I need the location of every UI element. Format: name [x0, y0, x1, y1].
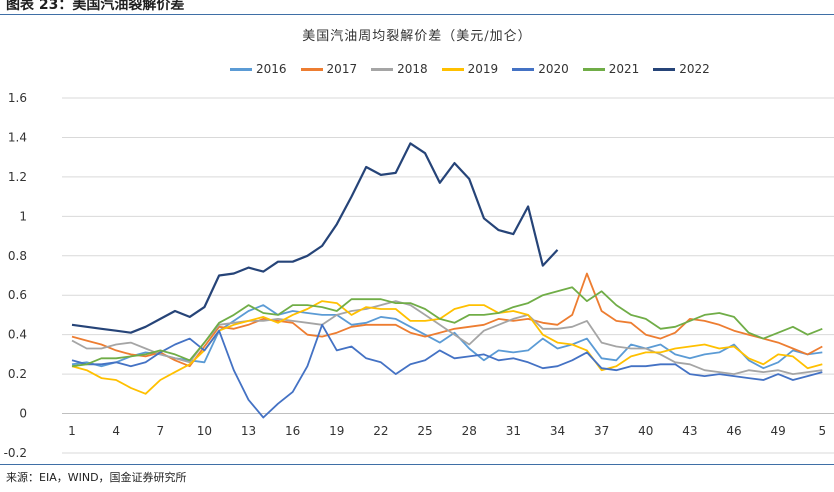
legend-label: 2022	[679, 62, 710, 76]
legend-swatch	[582, 67, 605, 71]
x-tick-label: 22	[373, 424, 388, 438]
legend-label: 2017	[326, 62, 358, 76]
figure-caption: 图表 23：美国汽油裂解价差	[6, 0, 185, 13]
x-tick-label: 7	[156, 424, 164, 438]
y-tick-label: 0	[19, 407, 27, 421]
legend-item-2018: 2018	[371, 62, 428, 76]
y-axis-tick-labels: -0.2 0 0.2 0.4 0.6 0.8 1 1.2 1.4 1.6	[4, 91, 27, 460]
x-tick-label: 5	[818, 424, 826, 438]
series-line-2019	[71, 300, 823, 395]
legend-label: 2019	[467, 62, 499, 76]
legend-item-2019: 2019	[441, 62, 499, 76]
legend-item-2022: 2022	[653, 62, 710, 76]
x-tick-label: 37	[594, 424, 609, 438]
x-tick-label: 1	[68, 424, 76, 438]
legend-label: 2020	[538, 62, 569, 76]
legend-label: 2018	[397, 62, 428, 76]
source-note: 来源：EIA，WIND，国金证券研究所	[6, 471, 187, 484]
series-lines	[71, 142, 823, 419]
legend-item-2016: 2016	[230, 62, 287, 76]
y-tick-label: 0.4	[8, 328, 27, 342]
x-tick-label: 34	[550, 424, 565, 438]
legend-label: 2021	[608, 62, 640, 76]
x-tick-label: 10	[197, 424, 212, 438]
x-axis-tick-labels: 1 4 7 10 13 16 19 22 25 28 31 34 37 40 43 46 49 5	[68, 424, 826, 438]
y-tick-label: 1.4	[8, 130, 27, 144]
legend-item-2020: 2020	[512, 62, 569, 76]
x-tick-label: 43	[682, 424, 697, 438]
x-tick-label: 49	[771, 424, 786, 438]
series-line-2020	[71, 323, 823, 419]
series-line-2017	[71, 272, 823, 368]
x-tick-label: 40	[638, 424, 653, 438]
x-tick-label: 31	[506, 424, 521, 438]
figure-caption-bar: 图表 23：美国汽油裂解价差	[0, 0, 834, 15]
grid-lines	[62, 97, 834, 454]
x-tick-label: 25	[417, 424, 432, 438]
x-tick-label: 16	[285, 424, 300, 438]
legend-swatch	[371, 67, 394, 71]
x-tick-label: 46	[726, 424, 741, 438]
x-tick-label: 19	[329, 424, 344, 438]
y-tick-label: 0.6	[8, 288, 27, 302]
y-tick-label: 1.6	[8, 91, 27, 105]
series-line-2021	[71, 286, 823, 368]
source-footer: 来源：EIA，WIND，国金证券研究所	[0, 464, 834, 492]
legend-item-2017: 2017	[300, 62, 358, 76]
chart-title: 美国汽油周均裂解价差（美元/加仑）	[302, 29, 532, 44]
y-tick-label: 0.8	[8, 249, 27, 263]
y-tick-label: -0.2	[4, 446, 27, 460]
legend-item-2021: 2021	[582, 62, 640, 76]
x-tick-label: 28	[462, 424, 477, 438]
legend-swatch	[653, 67, 676, 71]
legend-swatch	[441, 67, 464, 71]
y-tick-label: 1	[19, 209, 27, 223]
legend-swatch	[512, 67, 535, 71]
x-tick-label: 13	[241, 424, 256, 438]
legend-label: 2016	[256, 62, 287, 76]
chart-legend: 2016 2017 2018 2019 2020 2021 2022	[230, 60, 710, 78]
x-tick-label: 4	[112, 424, 120, 438]
series-line-2022	[71, 142, 559, 334]
legend-swatch	[230, 67, 252, 71]
y-tick-label: 1.2	[8, 170, 27, 184]
legend-swatch	[300, 67, 323, 71]
series-line-2016	[71, 304, 823, 370]
y-tick-label: 0.2	[8, 367, 27, 381]
